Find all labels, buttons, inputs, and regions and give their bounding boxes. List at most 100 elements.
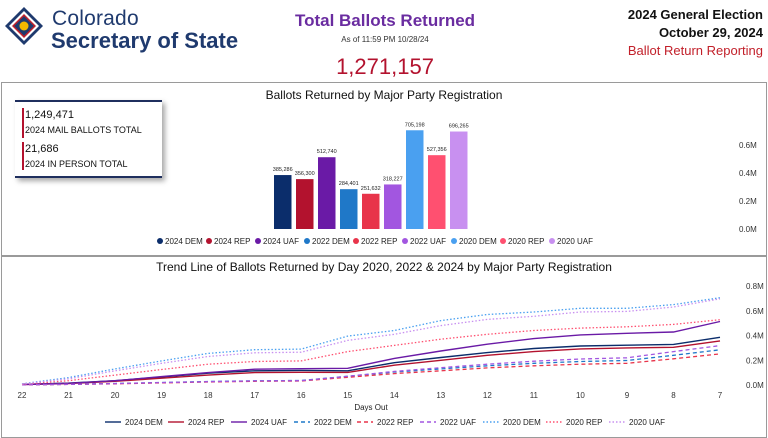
legend-label: 2020 UAF: [557, 237, 593, 246]
y-tick-label: 0.8M: [746, 282, 764, 291]
x-tick-label: 17: [250, 391, 259, 400]
series-line-2020-dem: [21, 297, 721, 385]
in-person-total-label: 2024 IN PERSON TOTAL: [25, 159, 128, 169]
x-tick-label: 7: [718, 391, 723, 400]
bar-data-label: 385,286: [273, 167, 293, 173]
legend-item: 2022 DEM: [294, 418, 352, 427]
legend-item: 2022 UAF: [420, 418, 476, 427]
series-line-2020-rep: [21, 319, 721, 385]
bar-2020-rep: [428, 155, 446, 229]
legend-marker: [402, 238, 408, 244]
legend-item: 2022 DEM: [304, 237, 350, 246]
y-tick-label: 0.2M: [739, 197, 757, 206]
legend-marker: [304, 238, 310, 244]
report-name: Ballot Return Reporting: [627, 43, 763, 58]
series-line-2020-uaf: [21, 298, 721, 385]
legend-label: 2022 REP: [361, 237, 397, 246]
legend-label: 2020 UAF: [629, 418, 665, 427]
election-name: 2024 General Election: [627, 7, 763, 22]
colorado-logo-icon: [5, 7, 43, 45]
bar-data-label: 318,227: [383, 176, 403, 182]
bar-data-label: 696,265: [449, 124, 469, 130]
bar-data-label: 512,740: [317, 149, 337, 155]
line-chart: 0.0M 0.2M 0.4M 0.6M 0.8M 22 21 20 19 18 17 16 15 14 13…: [18, 282, 765, 427]
y-tick-label: 0.4M: [746, 332, 764, 341]
in-person-total-value: 21,686: [25, 143, 59, 155]
legend-item: 2024 DEM: [157, 237, 203, 246]
legend-label: 2024 UAF: [263, 237, 299, 246]
legend-marker: [157, 238, 163, 244]
bar-2024-dem: [274, 175, 292, 229]
legend-label: 2022 DEM: [312, 237, 350, 246]
bar-chart-title: Ballots Returned by Major Party Registra…: [265, 88, 503, 102]
legend-label: 2022 REP: [377, 418, 413, 427]
x-tick-label: 13: [436, 391, 445, 400]
summary-accent-bar: [22, 142, 24, 170]
page-title: Total Ballots Returned: [294, 11, 476, 30]
legend-marker: [451, 238, 457, 244]
legend-label: 2024 DEM: [125, 418, 163, 427]
series-line-2022-rep: [21, 353, 721, 386]
bar-data-label: 284,401: [339, 181, 359, 187]
x-tick-label: 8: [671, 391, 676, 400]
legend-label: 2022 UAF: [410, 237, 446, 246]
legend-label: 2020 DEM: [503, 418, 541, 427]
mail-ballots-total-value: 1,249,471: [25, 109, 74, 121]
line-chart-title: Trend Line of Ballots Returned by Day 20…: [156, 260, 612, 274]
x-tick-label: 22: [18, 391, 27, 400]
legend-item: 2020 REP: [500, 237, 544, 246]
legend-label: 2020 DEM: [459, 237, 497, 246]
legend-marker: [206, 238, 212, 244]
legend-item: 2024 UAF: [255, 237, 299, 246]
mail-ballots-total-label: 2024 MAIL BALLOTS TOTAL: [25, 125, 142, 135]
bar-2024-rep: [296, 179, 314, 229]
summary-accent-bar: [22, 108, 24, 138]
bar-data-label: 251,632: [361, 186, 381, 192]
x-tick-label: 11: [530, 391, 539, 400]
legend-marker: [255, 238, 261, 244]
line-chart-panel: Trend Line of Ballots Returned by Day 20…: [1, 256, 767, 438]
series-line-2022-uaf: [21, 344, 721, 386]
x-axis-label: Days Out: [354, 403, 388, 412]
legend-label: 2024 DEM: [165, 237, 203, 246]
election-date: October 29, 2024: [658, 25, 763, 40]
y-tick-label: 0.4M: [739, 169, 757, 178]
legend-label: 2022 UAF: [440, 418, 476, 427]
series-line-2024-dem: [21, 336, 721, 386]
legend-marker: [500, 238, 506, 244]
legend-item: 2024 UAF: [231, 418, 287, 427]
x-tick-label: 12: [483, 391, 492, 400]
as-of-timestamp: As of 11:59 PM 10/28/24: [341, 35, 429, 44]
legend-marker: [549, 238, 555, 244]
legend-label: 2024 REP: [214, 237, 250, 246]
legend-label: 2022 DEM: [314, 418, 352, 427]
series-line-2024-uaf: [21, 320, 721, 386]
legend-item: 2020 UAF: [549, 237, 593, 246]
logo-text-line2: Secretary of State: [51, 28, 239, 53]
y-tick-label: 0.2M: [746, 356, 764, 365]
series-line-2024-rep: [21, 340, 721, 386]
legend-item: 2024 DEM: [105, 418, 163, 427]
x-tick-label: 20: [111, 391, 120, 400]
y-tick-label: 0.6M: [746, 307, 764, 316]
x-tick-label: 21: [64, 391, 73, 400]
legend-item: 2020 DEM: [483, 418, 541, 427]
y-tick-label: 0.0M: [739, 225, 757, 234]
y-tick-label: 0.0M: [746, 381, 764, 390]
legend-item: 2020 REP: [546, 418, 602, 427]
x-tick-label: 19: [157, 391, 166, 400]
legend-item: 2020 UAF: [609, 418, 665, 427]
legend-item: 2020 DEM: [451, 237, 497, 246]
summary-box: 1,249,471 2024 MAIL BALLOTS TOTAL 21,686…: [15, 100, 162, 178]
x-tick-label: 18: [204, 391, 213, 400]
bar-2022-dem: [340, 189, 358, 229]
x-tick-label: 15: [343, 391, 352, 400]
bar-2022-uaf: [384, 184, 402, 229]
legend-label: 2020 REP: [508, 237, 544, 246]
bar-2020-dem: [406, 130, 424, 229]
legend-item: 2024 REP: [206, 237, 250, 246]
legend-label: 2020 REP: [566, 418, 602, 427]
x-tick-label: 14: [390, 391, 399, 400]
bar-data-label: 356,300: [295, 171, 315, 177]
